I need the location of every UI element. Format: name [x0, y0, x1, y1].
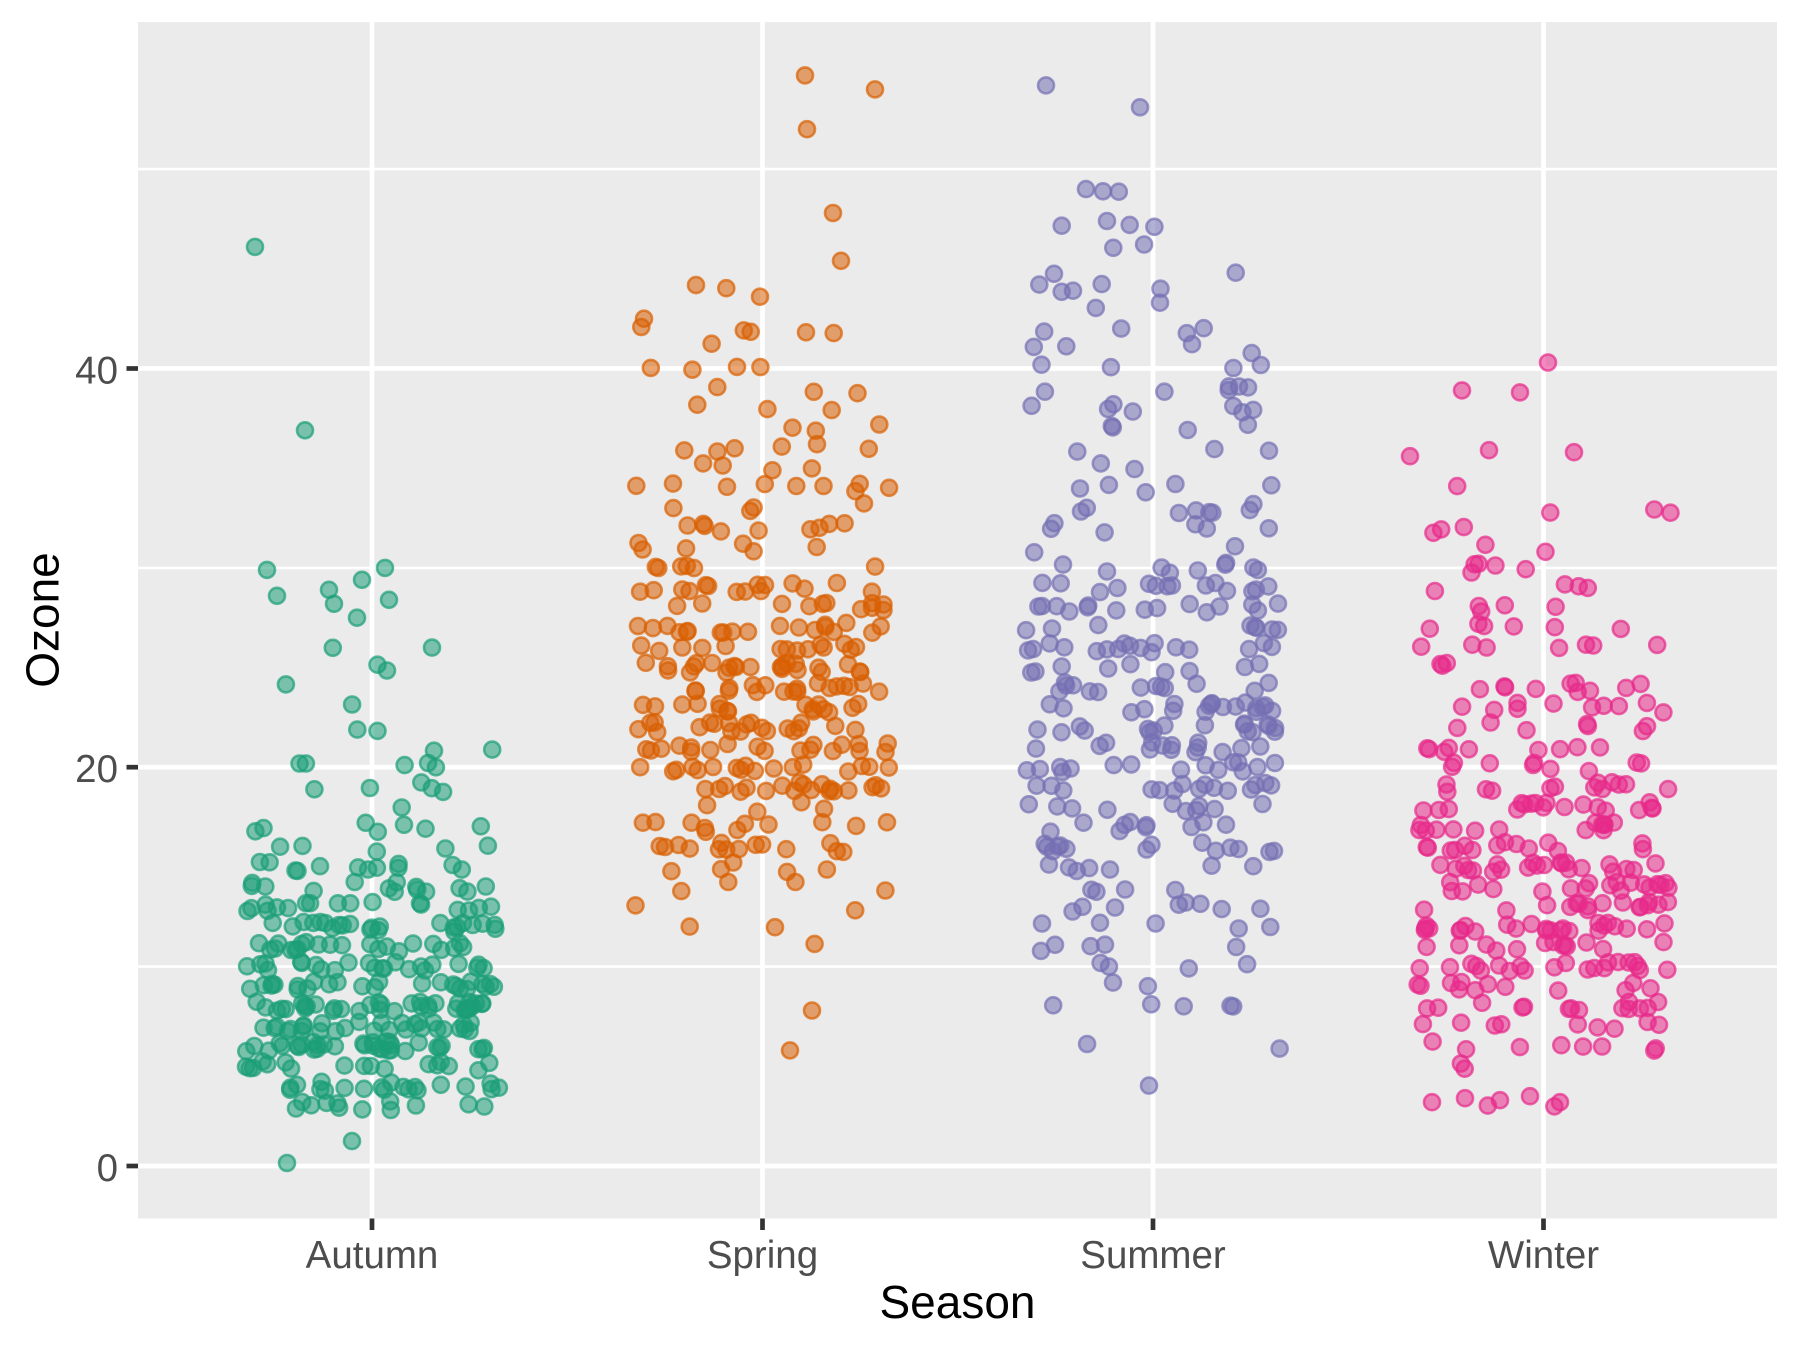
svg-text:Winter: Winter [1488, 1234, 1599, 1277]
svg-text:Ozone: Ozone [17, 552, 69, 688]
svg-text:Season: Season [879, 1276, 1035, 1328]
svg-text:Spring: Spring [707, 1234, 818, 1277]
svg-text:Autumn: Autumn [306, 1234, 439, 1277]
svg-text:Summer: Summer [1080, 1234, 1226, 1277]
svg-text:20: 20 [75, 748, 118, 791]
svg-text:0: 0 [97, 1147, 118, 1190]
svg-text:40: 40 [75, 350, 118, 393]
